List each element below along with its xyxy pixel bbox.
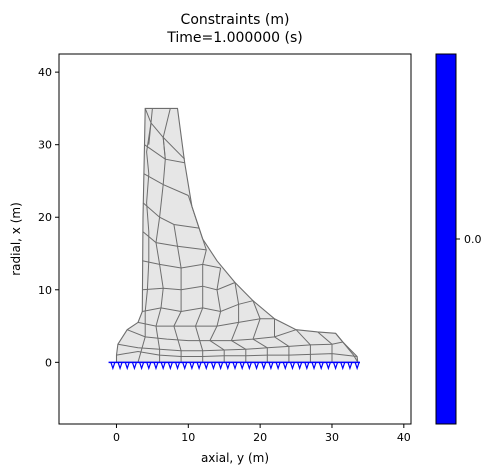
constraint-marker — [340, 362, 346, 371]
mesh-edge — [173, 224, 182, 363]
mesh-edge — [142, 202, 200, 229]
y-axis-ticks: 0 10 20 30 40 — [38, 66, 59, 369]
constraint-layer — [108, 361, 360, 371]
constraint-marker — [311, 362, 317, 371]
constraint-marker — [218, 362, 224, 371]
constraint-marker — [210, 362, 217, 371]
constraint-marker — [167, 362, 173, 371]
mesh-edge — [187, 195, 207, 363]
mesh-edge — [137, 122, 152, 363]
constraint-marker — [347, 362, 353, 371]
constraint-marker — [239, 362, 245, 371]
chart-title-line2: Time=1.000000 (s) — [166, 30, 302, 46]
constraint-marker — [196, 362, 202, 371]
constraint-marker — [139, 362, 145, 371]
mesh-edge — [116, 350, 358, 357]
mesh-edge — [252, 300, 268, 363]
constraint-marker — [304, 362, 310, 371]
x-tick-label: 0 — [113, 431, 120, 444]
mesh-edge — [317, 331, 333, 363]
mesh-edge — [335, 332, 359, 363]
constraint-marker — [282, 362, 288, 371]
constraint-marker — [174, 362, 181, 371]
y-tick-label: 40 — [38, 66, 52, 79]
mesh-edge — [137, 318, 275, 327]
constraint-marker — [146, 362, 152, 371]
constraint-marker — [275, 362, 281, 371]
constraint-marker — [182, 362, 188, 371]
constraint-marker — [354, 362, 360, 371]
mesh-edge — [117, 341, 343, 352]
mesh-edge — [144, 108, 186, 160]
constraint-marker — [246, 362, 252, 371]
x-tick-label: 10 — [181, 431, 195, 444]
constraint-marker — [110, 362, 116, 371]
mesh-edge — [142, 231, 207, 251]
constraint-marker — [153, 362, 159, 371]
mesh-edge — [274, 318, 290, 363]
chart-title-line1: Constraints (m) — [181, 12, 290, 28]
mesh-domain — [115, 107, 359, 363]
mesh-edge — [142, 282, 236, 291]
x-axis-label: axial, y (m) — [201, 451, 269, 465]
x-tick-label: 30 — [325, 431, 339, 444]
constraint-marker — [289, 362, 296, 371]
constraint-marker — [225, 362, 231, 371]
constraint-marker — [268, 362, 274, 371]
constraint-marker — [189, 362, 195, 371]
constraint-marker — [253, 362, 260, 371]
plot-area-frame — [58, 53, 412, 425]
constraint-marker — [333, 362, 339, 371]
constraint-marker — [160, 362, 166, 371]
constraint-marker — [117, 362, 123, 371]
y-tick-label: 10 — [38, 284, 52, 297]
constraint-marker — [131, 362, 137, 371]
constraint-marker — [261, 362, 267, 371]
x-tick-label: 20 — [253, 431, 267, 444]
colorbar — [435, 53, 457, 425]
constraint-marker — [297, 362, 303, 371]
y-tick-label: 20 — [38, 211, 52, 224]
constraint-marker — [124, 362, 130, 371]
constraint-marker — [232, 362, 238, 371]
colorbar-tick-label: 0.0 — [464, 233, 482, 246]
mesh-edge — [295, 329, 311, 363]
mesh-edge — [155, 137, 166, 363]
mesh-layer — [115, 107, 359, 363]
y-tick-label: 0 — [45, 356, 52, 369]
y-tick-label: 30 — [38, 139, 52, 152]
mesh-edge — [209, 267, 225, 363]
x-axis-ticks: 0 10 20 30 40 — [113, 424, 411, 444]
constraint-marker — [318, 362, 324, 371]
y-axis-label: radial, x (m) — [9, 202, 23, 276]
constraint-marker — [325, 362, 331, 371]
x-tick-label: 40 — [397, 431, 411, 444]
constraint-marker — [203, 362, 209, 371]
mesh-edge — [230, 282, 247, 363]
